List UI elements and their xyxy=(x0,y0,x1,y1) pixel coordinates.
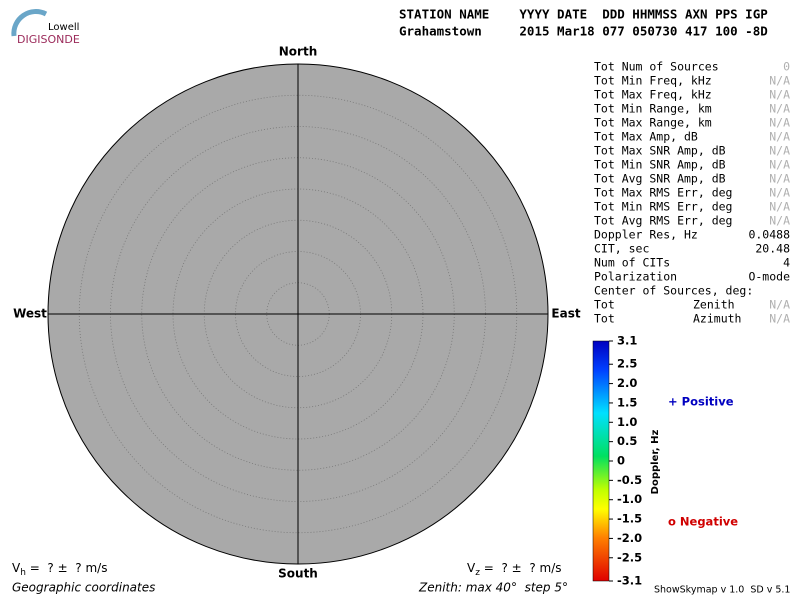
direction: West xyxy=(13,307,47,321)
colorbar xyxy=(592,340,610,582)
colorbar-tick-label: -3.1 xyxy=(617,574,642,588)
version: ShowSkymap v 1.0 SD v 5.1 xyxy=(654,585,790,596)
stat-sublabel: Azimuth xyxy=(693,312,741,326)
stat-value: 0 xyxy=(783,60,790,74)
stat-label: Tot Min SNR Amp, dB xyxy=(594,158,726,172)
header-line: Grahamstown 2015 Mar18 077 050730 417 10… xyxy=(399,24,768,39)
stat-label: Tot Avg RMS Err, deg xyxy=(594,214,732,228)
colorbar-tick-label: 2.0 xyxy=(617,376,637,390)
stat-value: O-mode xyxy=(748,270,790,284)
stat-value: N/A xyxy=(769,88,790,102)
colorbar-tick-label: 0.5 xyxy=(617,434,637,448)
logo-arc xyxy=(11,9,48,37)
stat-label: Tot Min Range, km xyxy=(594,102,712,116)
colorbar-tick-label: -2.5 xyxy=(617,550,642,564)
logo-top: Lowell xyxy=(48,22,79,33)
direction: North xyxy=(279,45,317,59)
stat-value: N/A xyxy=(769,172,790,186)
stat-label: Num of CITs xyxy=(594,256,670,270)
stat-label: Tot Avg SNR Amp, dB xyxy=(594,172,726,186)
stat-value: N/A xyxy=(769,200,790,214)
legend-positive: + Positive xyxy=(668,395,734,409)
stat-label: Tot Max Freq, kHz xyxy=(594,88,712,102)
stat-value: N/A xyxy=(769,312,790,326)
vz: Vz = ? ± ? m/s xyxy=(467,561,562,578)
zenith-info: Zenith: max 40° step 5° xyxy=(418,581,568,595)
stat-label: Tot Num of Sources xyxy=(594,60,719,74)
logo-bottom: DIGISONDE xyxy=(17,33,80,46)
stat-value: N/A xyxy=(769,214,790,228)
stat-value: N/A xyxy=(769,74,790,88)
stat-label: Doppler Res, Hz xyxy=(594,228,698,242)
stat-value: N/A xyxy=(769,116,790,130)
stat-sublabel: Zenith xyxy=(693,298,735,312)
legend-negative: o Negative xyxy=(668,515,738,529)
stat-label: Tot Max RMS Err, deg xyxy=(594,186,732,200)
header-line: STATION NAME YYYY DATE DDD HHMMSS AXN PP… xyxy=(399,7,768,22)
stat-value: N/A xyxy=(769,158,790,172)
stat-value: N/A xyxy=(769,102,790,116)
vh: Vh = ? ± ? m/s xyxy=(12,561,107,578)
colorbar-tick-label: 0 xyxy=(617,454,625,468)
polar-plot xyxy=(47,63,549,565)
colorbar-tick-label: -0.5 xyxy=(617,473,642,487)
stat-label: Center of Sources, deg: xyxy=(594,284,753,298)
stat-label: Tot Min RMS Err, deg xyxy=(594,200,732,214)
coords: Geographic coordinates xyxy=(12,581,155,595)
stat-label: CIT, sec xyxy=(594,242,649,256)
stat-value: 0.0488 xyxy=(748,228,790,242)
direction: South xyxy=(278,567,318,581)
colorbar-tick-label: 1.0 xyxy=(617,415,637,429)
stat-value: N/A xyxy=(769,186,790,200)
stat-label: Tot xyxy=(594,312,615,326)
colorbar-tick-label: -1.0 xyxy=(617,492,642,506)
stat-label: Tot Max SNR Amp, dB xyxy=(594,144,726,158)
stat-label: Tot xyxy=(594,298,615,312)
stat-value: 4 xyxy=(783,256,790,270)
colorbar-tick-label: 2.5 xyxy=(617,357,637,371)
stat-label: Tot Min Freq, kHz xyxy=(594,74,712,88)
colorbar-tick-label: 3.1 xyxy=(617,334,637,348)
stat-value: N/A xyxy=(769,298,790,312)
direction: East xyxy=(551,307,580,321)
colorbar-tick-label: -1.5 xyxy=(617,512,642,526)
colorbar-tick-label: 1.5 xyxy=(617,395,637,409)
colorbar-label: Doppler, Hz xyxy=(650,430,661,495)
stat-value: 20.48 xyxy=(755,242,790,256)
stat-label: Tot Max Amp, dB xyxy=(594,130,698,144)
stat-label: Tot Max Range, km xyxy=(594,116,712,130)
stat-label: Polarization xyxy=(594,270,677,284)
stat-value: N/A xyxy=(769,144,790,158)
stat-value: N/A xyxy=(769,130,790,144)
colorbar-tick-label: -2.0 xyxy=(617,531,642,545)
